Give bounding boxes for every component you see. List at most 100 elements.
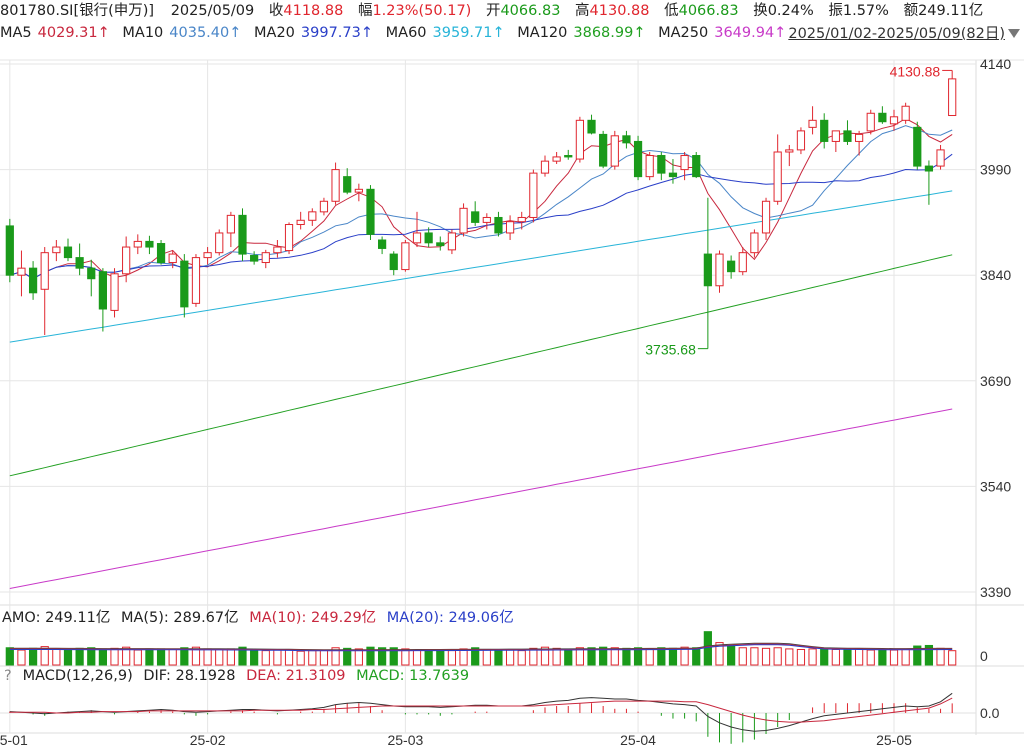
volume-bar-up — [738, 647, 747, 666]
volume-bar-down — [378, 647, 387, 666]
candle-up — [308, 211, 317, 221]
volume-bars — [5, 631, 957, 666]
macd-name: MACD(12,26,9) — [22, 668, 133, 684]
candle-down — [564, 155, 573, 158]
candle-up — [354, 188, 363, 193]
candle-up — [761, 200, 771, 234]
candle-up — [191, 257, 201, 304]
volume-bar-down — [471, 647, 480, 666]
candle-down — [727, 260, 736, 273]
candle-up — [505, 221, 515, 234]
candle-up — [645, 155, 654, 178]
volume-bar-up — [540, 646, 550, 666]
amo-value: AMO: 249.11亿 — [2, 610, 111, 626]
volume-bar-up — [203, 648, 212, 666]
candle-up — [901, 105, 910, 121]
volume-bar-up — [284, 648, 294, 666]
moving-average-lines — [9, 117, 953, 589]
price-tick-label: 3840 — [980, 267, 1011, 283]
ma250-line — [9, 408, 953, 589]
candle-down — [343, 176, 352, 193]
candle-up — [552, 156, 561, 162]
volume-bar-down — [657, 647, 666, 666]
volume-bar-up — [948, 650, 957, 666]
vol-ma10-value: MA(10): 249.29亿 — [249, 610, 377, 626]
volume-bar-up — [796, 648, 806, 666]
low-label: 低 — [664, 3, 679, 19]
candle-down — [924, 165, 934, 172]
change-label: 幅 — [357, 3, 373, 19]
macd-panel — [0, 692, 976, 744]
candle-up — [459, 207, 468, 234]
turnover-label: 换 — [753, 3, 768, 19]
volume-bar-up — [17, 649, 26, 666]
macd-tick-label: 0.0 — [980, 705, 1000, 721]
time-tick-label: 25-05 — [876, 732, 912, 748]
candle-down — [657, 155, 666, 174]
volume-bar-down — [692, 647, 701, 666]
volume-bar-up — [122, 646, 131, 666]
candle-down — [494, 216, 503, 234]
volume-bar-down — [98, 648, 107, 666]
candle-down — [87, 267, 96, 280]
candle-up — [203, 252, 212, 259]
volume-bar-up — [447, 650, 457, 666]
volume-bar-up — [808, 648, 817, 666]
volume-bar-down — [5, 647, 14, 666]
volume-bar-down — [87, 647, 96, 666]
candle-up — [401, 242, 410, 271]
ma60-line — [9, 190, 953, 343]
candle-down — [436, 242, 445, 247]
volume-bar-up — [273, 649, 282, 666]
volume-bar-down — [878, 648, 887, 666]
dropdown-triangle-icon[interactable] — [1008, 29, 1020, 38]
volume-bar-up — [308, 650, 317, 666]
candle-up — [40, 252, 49, 290]
high-label: 高 — [575, 3, 590, 19]
time-tick-label: 25-02 — [190, 732, 226, 748]
volume-bar-up — [412, 649, 422, 666]
volume-bar-down — [424, 649, 433, 666]
candle-up — [168, 253, 177, 264]
date-range-selector[interactable]: 2025/01/02-2025/05/09(82日) — [788, 22, 1020, 43]
volume-bar-down — [913, 645, 922, 666]
candle-down — [424, 232, 433, 244]
volume-bar-up — [40, 646, 49, 666]
candle-up — [517, 216, 526, 223]
volume-bar-down — [564, 648, 573, 666]
volume-bar-up — [855, 648, 864, 666]
candle-down — [913, 126, 922, 167]
candle-down — [5, 225, 14, 276]
volume-bar-up — [889, 649, 899, 666]
volume-bar-up — [296, 650, 305, 666]
ma5-line — [9, 117, 953, 280]
volume-bar-up — [482, 648, 491, 666]
time-tick-label: 25-03 — [387, 732, 423, 748]
ma20-label: MA20 — [254, 25, 295, 41]
ma250-value: 3649.94↑ — [714, 25, 787, 41]
candle-up — [610, 135, 619, 167]
help-icon[interactable]: ? — [4, 668, 12, 684]
ma10-line — [9, 125, 953, 280]
volume-bar-up — [331, 647, 340, 666]
volume-bar-down — [587, 647, 596, 666]
volume-bar-down — [28, 647, 38, 666]
ma120-value: 3868.99↑ — [573, 25, 646, 41]
volume-bar-up — [552, 647, 561, 666]
volume-bar-down — [63, 648, 73, 666]
volume-header: AMO: 249.11亿 MA(5): 289.67亿 MA(10): 249.… — [0, 606, 514, 627]
candle-down — [471, 211, 480, 223]
volume-bar-up — [901, 648, 910, 666]
candle-up — [482, 216, 491, 223]
volume-bar-up — [261, 650, 270, 666]
volume-bar-up — [715, 642, 724, 666]
volume-bar-down — [599, 646, 608, 666]
volume-bar-up — [505, 649, 515, 666]
candle-up — [52, 246, 61, 254]
volume-bar-down — [924, 644, 934, 666]
high-value: 4130.88 — [589, 3, 650, 19]
candle-up — [261, 252, 270, 264]
volume-bar-down — [156, 648, 166, 666]
volume-bar-down — [494, 649, 503, 666]
